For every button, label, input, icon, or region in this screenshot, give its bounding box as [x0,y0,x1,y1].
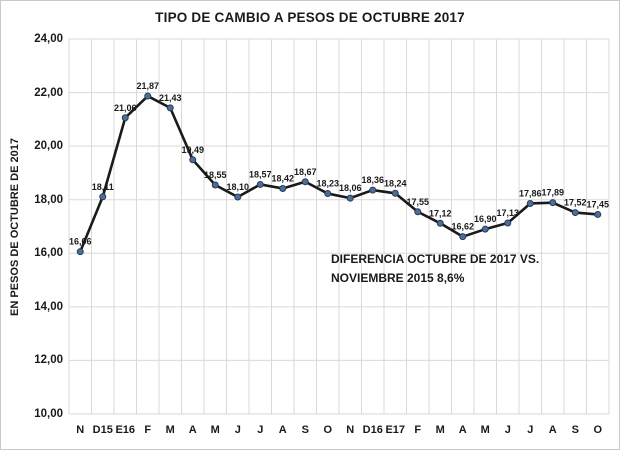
x-tick-label: M [480,424,490,436]
annotation-line-1: DIFERENCIA OCTUBRE DE 2017 VS. [331,252,540,266]
data-label: 18,36 [361,175,384,185]
chart-title: TIPO DE CAMBIO A PESOS DE OCTUBRE 2017 [155,10,465,25]
data-point-marker [459,233,467,241]
data-label: 17,86 [519,188,542,198]
data-point-marker [301,178,309,186]
data-label: 17,13 [496,208,519,218]
data-point-marker [189,156,197,164]
x-tick-label: O [323,424,333,436]
x-tick-label: J [504,424,511,436]
data-point-marker [166,104,174,112]
x-tick-label: M [210,424,220,436]
x-tick-label: D15 [92,424,113,436]
data-label: 16,62 [451,222,474,232]
annotation-line-2: NOVIEMBRE 2015 8,6% [331,271,465,285]
data-label: 18,67 [294,167,317,177]
x-tick-label: N [346,424,355,436]
y-tick-label: 22,00 [34,86,63,99]
x-tick-label: F [144,424,152,436]
x-tick-label: J [234,424,241,436]
data-point-marker [594,210,602,218]
data-point-marker [526,199,534,207]
data-point-marker [76,248,84,256]
x-tick-label: A [458,424,467,436]
y-tick-label: 18,00 [34,193,63,206]
data-point-marker [256,180,264,188]
series-line [78,94,600,253]
data-label: 21,87 [136,81,159,91]
data-label: 18,11 [92,182,114,192]
data-point-marker [324,190,332,198]
data-label: 17,89 [541,188,564,198]
data-point-marker [99,193,107,201]
data-label: 18,24 [384,178,407,188]
x-tick-label: E16 [115,424,136,436]
data-label: 18,55 [204,170,227,180]
data-point-marker [211,181,219,189]
data-point-marker [571,209,579,217]
data-label: 19,49 [181,145,204,155]
data-label: 18,42 [271,173,294,183]
data-point-marker [279,184,287,192]
x-tick-label: D16 [362,424,383,436]
y-tick-label: 16,00 [34,247,63,260]
data-point-marker [234,193,242,201]
x-tick-label: M [165,424,175,436]
data-label: 16,90 [474,214,497,224]
data-point-marker [436,219,444,227]
x-tick-label: O [593,424,603,436]
y-tick-label: 14,00 [34,300,63,313]
x-tick-label: E17 [385,424,406,436]
data-label: 18,23 [316,179,339,189]
data-label: 18,57 [249,169,272,179]
data-point-marker [481,225,489,233]
data-label: 21,43 [159,93,182,103]
data-point-marker [391,189,399,197]
y-tick-label: 24,00 [34,33,63,45]
x-tick-label: A [548,424,557,436]
x-tick-label: M [435,424,445,436]
x-tick-label: S [571,424,579,436]
x-tick-label: A [278,424,287,436]
data-label: 17,12 [429,208,452,218]
data-label: 17,52 [564,198,587,208]
x-tick-label: S [301,424,309,436]
data-label: 18,10 [226,182,249,192]
x-tick-label: J [527,424,534,436]
data-label: 17,45 [586,199,609,209]
data-point-marker [504,219,512,227]
data-point-marker [414,208,422,216]
data-point-marker [144,92,152,100]
data-label: 18,06 [339,183,362,193]
data-label: 17,55 [406,197,429,207]
x-tick-label: F [414,424,422,436]
annotation: DIFERENCIA OCTUBRE DE 2017 VS. NOVIEMBRE… [331,250,539,288]
x-tick-label: J [257,424,264,436]
y-tick-label: 12,00 [34,354,63,367]
y-tick-label: 10,00 [34,408,63,420]
data-label: 16,06 [69,237,92,247]
x-tick-label: N [76,424,85,436]
y-tick-label: 20,00 [34,140,63,153]
data-point-marker [369,186,377,194]
data-point-marker [121,114,129,122]
data-point-marker [346,194,354,202]
data-label: 21,06 [114,103,137,113]
data-point-marker [549,199,557,207]
x-tick-label: A [188,424,197,436]
